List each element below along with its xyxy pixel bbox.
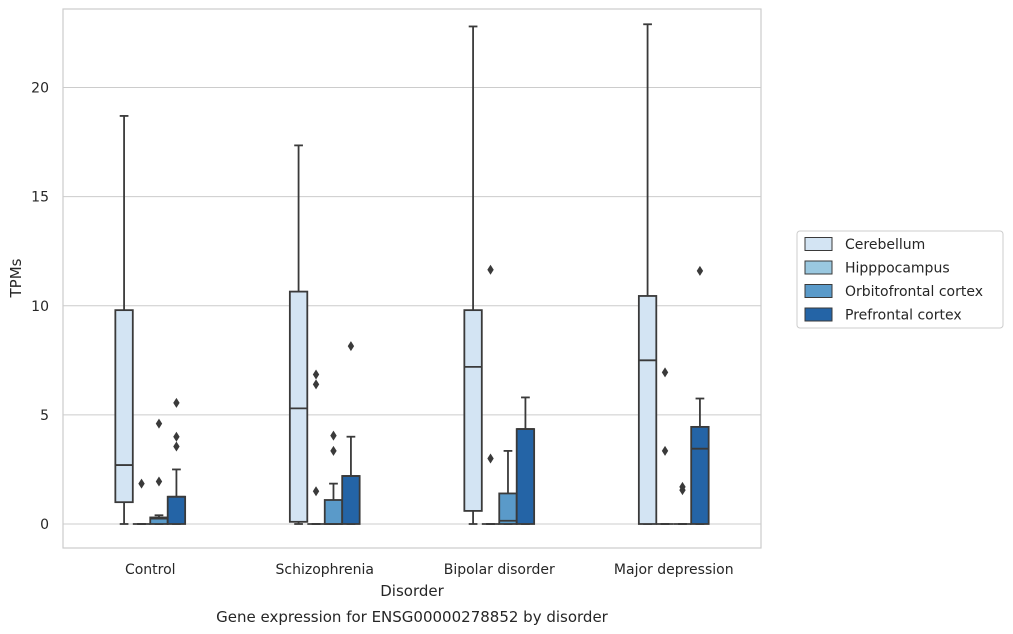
outlier-point xyxy=(487,264,494,275)
box-hipppocampus xyxy=(307,369,325,525)
outlier-point xyxy=(661,367,669,378)
x-tick-label: Schizophrenia xyxy=(276,562,374,578)
x-tick-label: Control xyxy=(125,562,176,578)
box-orbitofrontal-cortex xyxy=(323,430,344,525)
outlier-point xyxy=(696,265,704,276)
y-tick-label: 10 xyxy=(31,299,49,315)
box-body xyxy=(637,295,658,525)
y-axis-label: TPMs xyxy=(7,258,25,298)
legend-label: Orbitofrontal cortex xyxy=(845,284,983,300)
box-body xyxy=(166,495,187,525)
boxes xyxy=(114,23,710,525)
legend-frame xyxy=(796,230,1004,329)
legend-swatch xyxy=(804,307,833,322)
box-body xyxy=(341,475,361,525)
legend-label: Hipppocampus xyxy=(845,261,950,277)
x-axis-label: Disorder xyxy=(380,582,444,600)
legend-label: Prefrontal cortex xyxy=(845,308,962,324)
outlier-point xyxy=(155,476,163,487)
box-orbitofrontal-cortex xyxy=(498,449,518,525)
box-prefrontal-cortex xyxy=(341,341,361,525)
box-orbitofrontal-cortex xyxy=(149,418,169,525)
outlier-point xyxy=(330,445,337,456)
box-body xyxy=(498,492,518,525)
outlier-point xyxy=(312,486,320,497)
outlier-point xyxy=(679,481,686,492)
legend-swatch xyxy=(804,284,833,298)
legend: Cerebellum Hipppocampus Orbitofrontal cort… xyxy=(796,230,1004,329)
box-cerebellum xyxy=(463,25,483,525)
chart-title: Gene expression for ENSG00000278852 by d… xyxy=(216,608,609,626)
outlier-point xyxy=(487,453,494,464)
outlier-point xyxy=(173,397,180,408)
outlier-point xyxy=(347,341,355,352)
outlier-point xyxy=(312,379,320,390)
legend-label: Cerebellum xyxy=(845,237,925,253)
box-hipppocampus xyxy=(132,478,151,525)
box-body xyxy=(114,309,134,504)
y-axis-ticks: 0 5 10 15 20 xyxy=(31,81,49,533)
box-body xyxy=(690,425,710,525)
box-prefrontal-cortex xyxy=(690,265,710,525)
x-tick-label: Major depression xyxy=(614,562,734,578)
box-cerebellum xyxy=(288,144,309,525)
x-tick-label: Bipolar disorder xyxy=(444,562,555,578)
plot-area-frame xyxy=(62,8,762,549)
outlier-point xyxy=(155,418,163,429)
y-tick-label: 15 xyxy=(31,190,49,206)
outlier-point xyxy=(173,431,180,442)
box-cerebellum xyxy=(114,115,134,525)
box-body xyxy=(515,428,536,525)
box-prefrontal-cortex xyxy=(166,397,187,525)
y-tick-label: 0 xyxy=(40,517,49,533)
legend-swatch xyxy=(804,237,833,251)
box-body xyxy=(463,309,483,512)
box-hipppocampus xyxy=(481,264,500,525)
box-orbitofrontal-cortex xyxy=(673,481,692,525)
outlier-point xyxy=(661,445,669,456)
box-hipppocampus xyxy=(656,367,674,525)
legend-swatch xyxy=(804,260,833,275)
outlier-point xyxy=(173,441,180,452)
x-axis-ticks: Control Schizophrenia Bipolar disorder Majo… xyxy=(125,562,734,578)
box-body xyxy=(288,290,309,523)
outlier-point xyxy=(138,478,145,489)
y-tick-label: 5 xyxy=(40,408,49,424)
outlier-point xyxy=(312,369,320,380)
box-body xyxy=(323,499,344,525)
y-tick-label: 20 xyxy=(31,81,49,97)
box-cerebellum xyxy=(637,23,658,525)
outlier-point xyxy=(330,430,337,441)
box-prefrontal-cortex xyxy=(515,396,536,525)
